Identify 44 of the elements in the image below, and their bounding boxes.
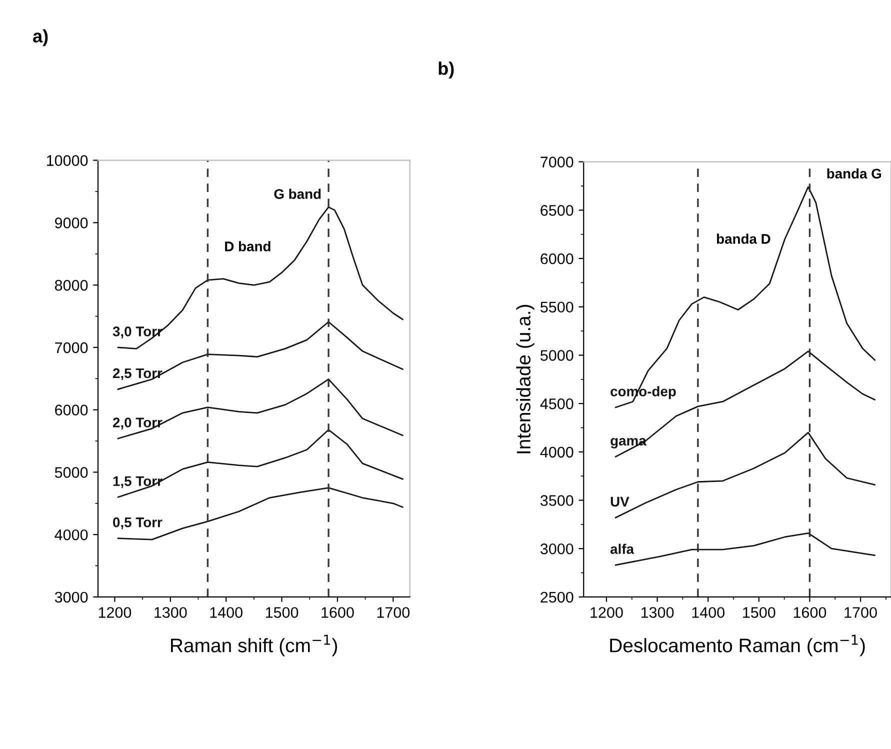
x-tick-label: 1700	[844, 607, 877, 618]
y-tick-label: 9000	[55, 218, 88, 228]
annotation: banda G	[827, 168, 882, 179]
series-label: 2,0 Torr	[112, 418, 162, 430]
series-label: alfa	[610, 544, 634, 554]
y-tick-label: 4500	[540, 398, 574, 410]
series-label: 0,5 Torr	[113, 517, 162, 530]
y-tick-label: 3000	[540, 543, 574, 554]
y-tick-label: 8000	[54, 280, 88, 291]
y-tick-label: 6000	[540, 253, 574, 264]
x-axis-title: Deslocamento Raman (cm$^{−1}$)	[610, 634, 865, 656]
y-tick-label: 4000	[540, 446, 574, 458]
x-tick-label: 1600	[794, 607, 826, 618]
x-tick-label: 1300	[154, 607, 187, 618]
x-tick-label: 1300	[641, 607, 674, 618]
y-tick-label: 10000	[46, 155, 88, 166]
y-tick-label: 6500	[540, 205, 574, 216]
annotation: G band	[274, 188, 321, 199]
chart-title: a)	[33, 29, 48, 46]
annotation: D band	[225, 241, 270, 252]
x-tick-label: 1700	[377, 607, 410, 618]
x-tick-label: 1200	[590, 607, 623, 618]
x-tick-label: 1400	[210, 607, 242, 618]
y-tick-label: 3500	[540, 495, 574, 506]
y-axis-title: Intensidade (u.a.)	[516, 304, 534, 454]
y-tick-label: 4000	[54, 529, 88, 540]
chart-title: b)	[438, 62, 454, 78]
y-tick-label: 3000	[54, 592, 88, 603]
x-tick-label: 1200	[98, 607, 132, 618]
series-label: 2,5 Torr	[112, 368, 162, 380]
x-tick-label: 1400	[692, 607, 724, 618]
x-tick-label: 1500	[743, 607, 776, 618]
y-tick-label: 5000	[54, 467, 88, 478]
annotation: banda D	[716, 234, 770, 244]
x-tick-label: 1500	[266, 607, 298, 618]
y-tick-label: 2500	[540, 592, 574, 603]
series-label: UV	[610, 496, 630, 507]
y-tick-label: 7000	[540, 156, 574, 168]
y-tick-label: 5000	[540, 350, 574, 361]
x-axis-title: Raman shift (cm$^{−1}$)	[171, 634, 338, 656]
y-tick-label: 7000	[55, 342, 88, 354]
x-tick-label: 1600	[322, 607, 354, 618]
y-tick-label: 6000	[55, 404, 88, 416]
y-tick-label: 5500	[540, 302, 574, 313]
